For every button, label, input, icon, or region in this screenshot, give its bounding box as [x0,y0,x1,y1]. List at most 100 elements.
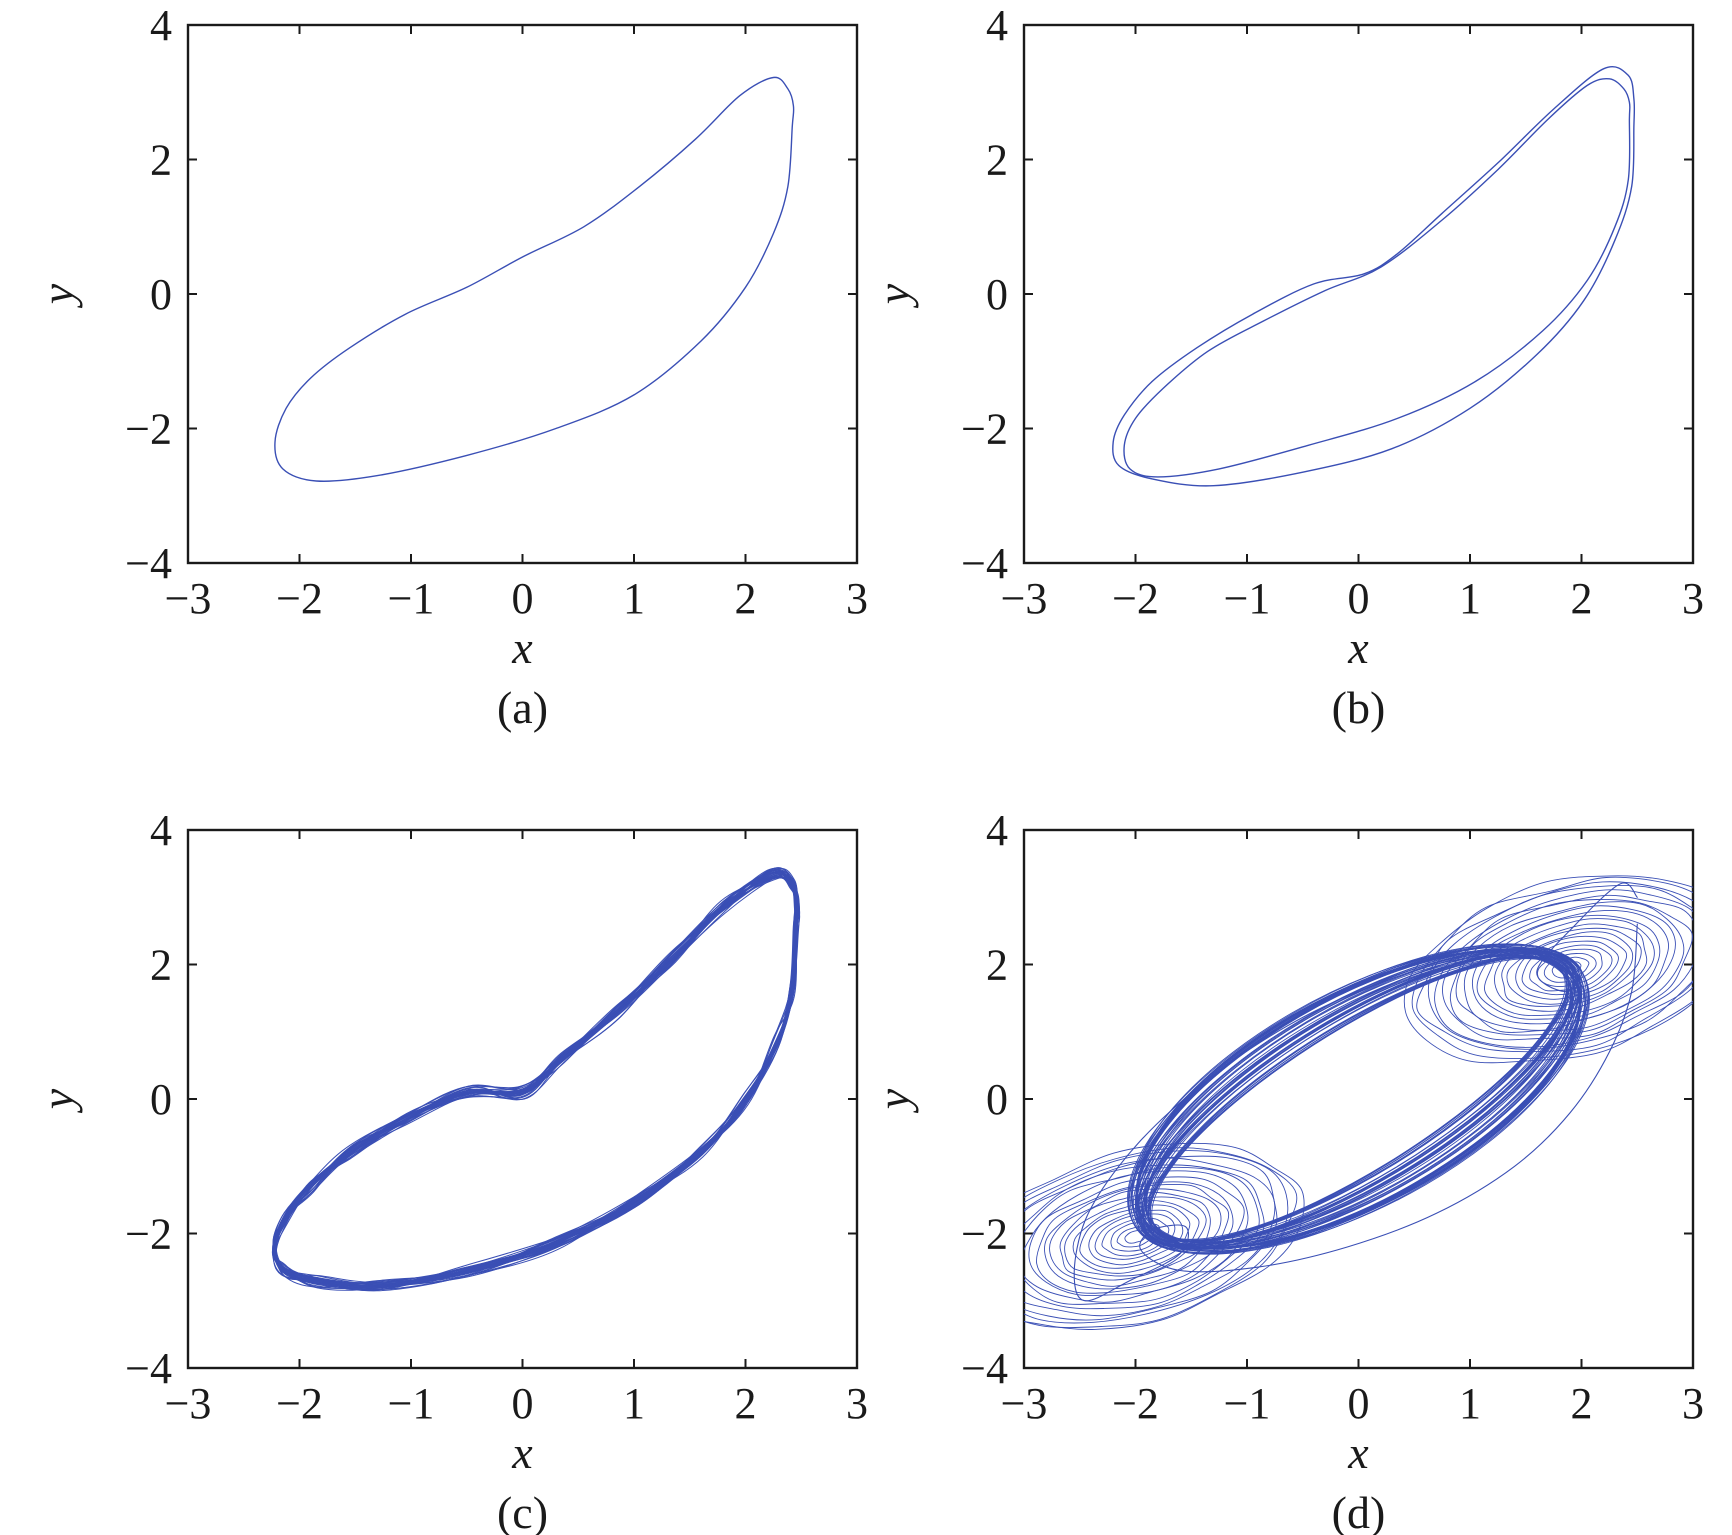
x-tick-label: 3 [1682,1379,1704,1428]
trajectory-loop [1142,952,1575,1246]
trajectory-line [275,877,799,1288]
x-tick-label: −2 [1112,574,1159,623]
x-tick-label: 1 [1459,574,1481,623]
trajectory-loop [1143,953,1574,1245]
panel-caption-b: (b) [1332,682,1386,733]
y-tick-label: 4 [986,806,1008,855]
x-tick-label: −2 [1112,1379,1159,1428]
trajectory-loop [1140,952,1577,1246]
trajectory-spiral [1543,953,1597,983]
y-tick-label: 0 [986,1075,1008,1124]
x-tick-label: −3 [1001,1379,1048,1428]
y-tick-label: 0 [150,1075,172,1124]
trajectory-line [272,875,799,1287]
trajectory-loop [1135,948,1582,1250]
trajectory-spiral [1484,918,1655,1017]
x-tick-label: 3 [1682,574,1704,623]
x-tick-label: 0 [1348,574,1370,623]
trajectory-line [275,871,798,1283]
y-tick-label: 2 [150,136,172,185]
y-axis-label: y [868,283,919,308]
y-tick-label: 2 [150,941,172,990]
trajectory-loop [1138,950,1579,1248]
y-tick-label: 2 [986,136,1008,185]
trajectory-loop [1132,946,1585,1252]
y-tick-label: 0 [986,270,1008,319]
y-tick-label: 4 [150,806,172,855]
trajectory-spiral [1411,876,1693,1059]
chart-panel-b: −3 −2 −1 0 1 2 3 −4 −2 0 2 4 x y (b) [868,1,1704,733]
x-tick-label: 2 [735,1379,757,1428]
trajectory-line [1123,77,1631,478]
panel-caption-c: (c) [497,1487,548,1535]
x-tick-label: 3 [846,574,868,623]
x-tick-label: 3 [846,1379,868,1428]
x-tick-label: −3 [165,1379,212,1428]
trajectory-loop [1142,952,1575,1246]
trajectory-line [1112,65,1636,487]
panel-caption-a: (a) [497,682,548,733]
trajectory-loop [1149,957,1568,1241]
trajectory-loop [1136,949,1581,1249]
y-tick-label: −4 [125,539,172,588]
x-tick-label: 2 [735,574,757,623]
y-tick-label: −2 [125,1210,172,1259]
y-tick-label: −4 [961,539,1008,588]
y-axis-label: y [32,283,83,308]
x-tick-label: −1 [388,574,435,623]
trajectory-spiral [1529,944,1613,992]
trajectory-line [274,76,795,482]
trajectory-spiral [1024,1150,1289,1324]
y-axis-label: y [32,1088,83,1113]
x-axis-label: x [511,1427,533,1478]
trajectory-spiral [1036,1181,1234,1294]
trajectory-spiral [1449,898,1693,1036]
x-tick-label: −1 [1224,1379,1271,1428]
trajectory-line [273,869,797,1286]
trajectory-spiral [1442,894,1693,1041]
trajectory-loop [1127,943,1590,1255]
x-tick-label: −2 [276,574,323,623]
trajectory-spiral [1024,1155,1278,1321]
y-tick-label: 2 [986,941,1008,990]
trajectory-line [273,868,800,1287]
trajectory-loop [1140,951,1577,1247]
trajectory-spiral [1403,875,1693,1064]
x-tick-label: −3 [165,574,212,623]
x-tick-label: 1 [1459,1379,1481,1428]
chart-panel-c: −3 −2 −1 0 1 2 3 −4 −2 0 2 4 x y (c) [32,806,868,1535]
trajectory-spiral [1427,884,1693,1050]
trajectory-spiral [1476,914,1661,1020]
y-tick-label: −4 [125,1344,172,1393]
trajectory-line [274,873,799,1290]
x-tick-label: −1 [1224,574,1271,623]
chart-panel-a: −3 −2 −1 0 1 2 3 −4 −2 0 2 4 x y (a) [32,1,868,733]
y-tick-label: 4 [986,1,1008,50]
trajectory-line [273,867,798,1284]
x-axis-label: x [1347,1427,1369,1478]
trajectory-spiral [1515,935,1628,1000]
x-tick-label: 1 [623,1379,645,1428]
x-tick-label: 0 [512,574,534,623]
trajectory-loop [1142,952,1575,1246]
chart-panel-d: −3 −2 −1 0 1 2 3 −4 −2 0 2 4 x y (d) [868,806,1704,1535]
y-tick-label: −4 [961,1344,1008,1393]
trajectory-line [272,877,799,1287]
trajectory-spiral [1494,923,1648,1012]
trajectory-spiral [1521,940,1619,996]
trajectory-spiral [1416,881,1693,1053]
trajectory-line [272,869,798,1287]
y-tick-label: −2 [961,405,1008,454]
trajectory-loop [1141,952,1576,1246]
trajectory-loop [1136,949,1581,1249]
x-tick-label: 1 [623,574,645,623]
panel-caption-d: (d) [1332,1487,1386,1535]
x-tick-label: 2 [1571,574,1593,623]
x-axis-label: x [511,622,533,673]
x-tick-label: 0 [1348,1379,1370,1428]
trajectory-line [272,872,798,1285]
trajectory-spiral [1455,901,1685,1033]
x-axis-label: x [1347,622,1369,673]
y-tick-label: −2 [125,405,172,454]
